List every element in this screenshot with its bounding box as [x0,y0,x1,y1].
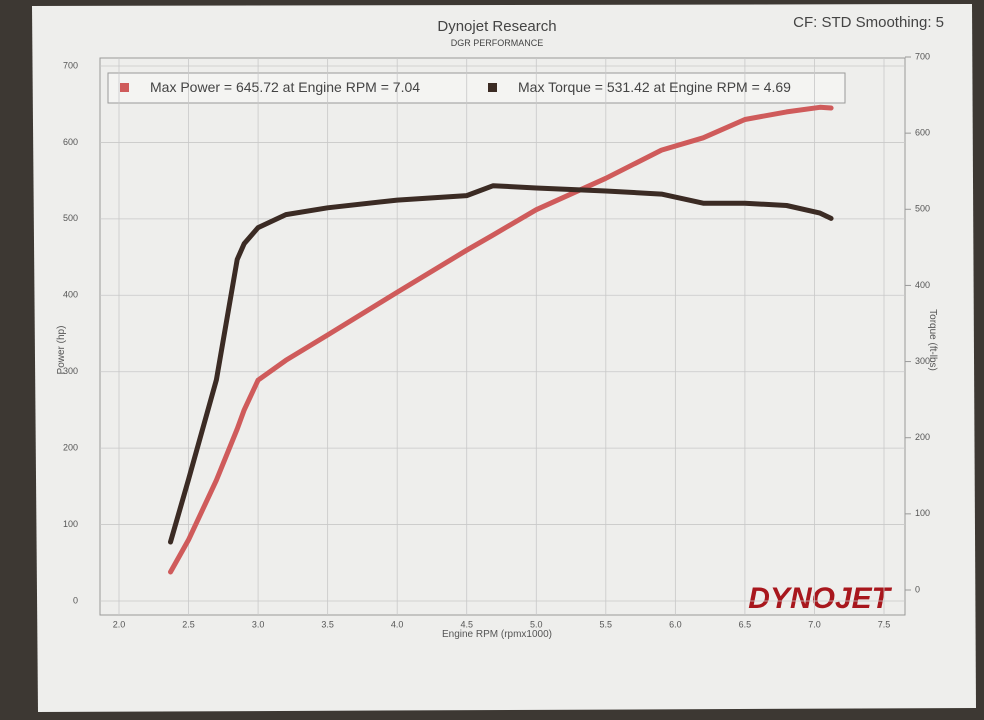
chart-title: Dynojet Research [437,18,556,35]
y-tick-label: 300 [63,366,78,376]
logo: DYNOJET [748,582,892,615]
y-tick-label: 700 [63,60,78,70]
x-tick-label: 5.5 [600,619,613,629]
legend-swatch [120,83,129,92]
x-tick-label: 4.0 [391,619,404,629]
x-tick-label: 4.5 [460,619,473,629]
x-axis-label: Engine RPM (rpmx1000) [442,629,552,640]
y2-tick-label: 0 [915,584,920,594]
y2-tick-label: 700 [915,51,930,61]
plot-frame [99,57,906,616]
y-tick-label: 200 [63,443,78,453]
legend [107,72,846,104]
x-tick-label: 2.5 [182,619,195,629]
x-tick-label: 6.0 [669,619,682,629]
data-line [168,183,834,545]
y2-tick-label: 500 [915,204,930,214]
data-line [168,104,834,575]
x-tick-label: 7.0 [808,619,821,629]
paper [32,4,976,712]
note: CF: STD Smoothing: 5 [793,14,944,31]
y2-tick-label: 200 [915,432,930,442]
y-tick-label: 100 [63,519,78,529]
x-tick-label: 2.0 [113,619,126,629]
y2-tick-label: 100 [915,508,930,518]
chart-subtitle: DGR PERFORMANCE [451,38,544,48]
y-axis-label: Power (hp) [56,326,67,375]
x-tick-label: 6.5 [739,619,752,629]
x-tick-label: 3.5 [321,619,334,629]
legend-swatch [488,83,497,92]
y2-tick-label: 400 [915,280,930,290]
x-tick-label: 5.0 [530,619,543,629]
y-tick-label: 500 [63,213,78,223]
y2-axis-label: Torque (ft-lbs) [927,309,938,371]
x-tick-label: 3.0 [252,619,265,629]
y-tick-label: 600 [63,137,78,147]
legend-label: Max Torque = 531.42 at Engine RPM = 4.69 [518,79,791,95]
y2-tick-label: 600 [915,128,930,138]
legend-label: Max Power = 645.72 at Engine RPM = 7.04 [150,79,420,95]
y2-tick-label: 300 [915,356,930,366]
y-tick-label: 0 [73,595,78,605]
y-tick-label: 400 [63,290,78,300]
x-tick-label: 7.5 [878,619,891,629]
